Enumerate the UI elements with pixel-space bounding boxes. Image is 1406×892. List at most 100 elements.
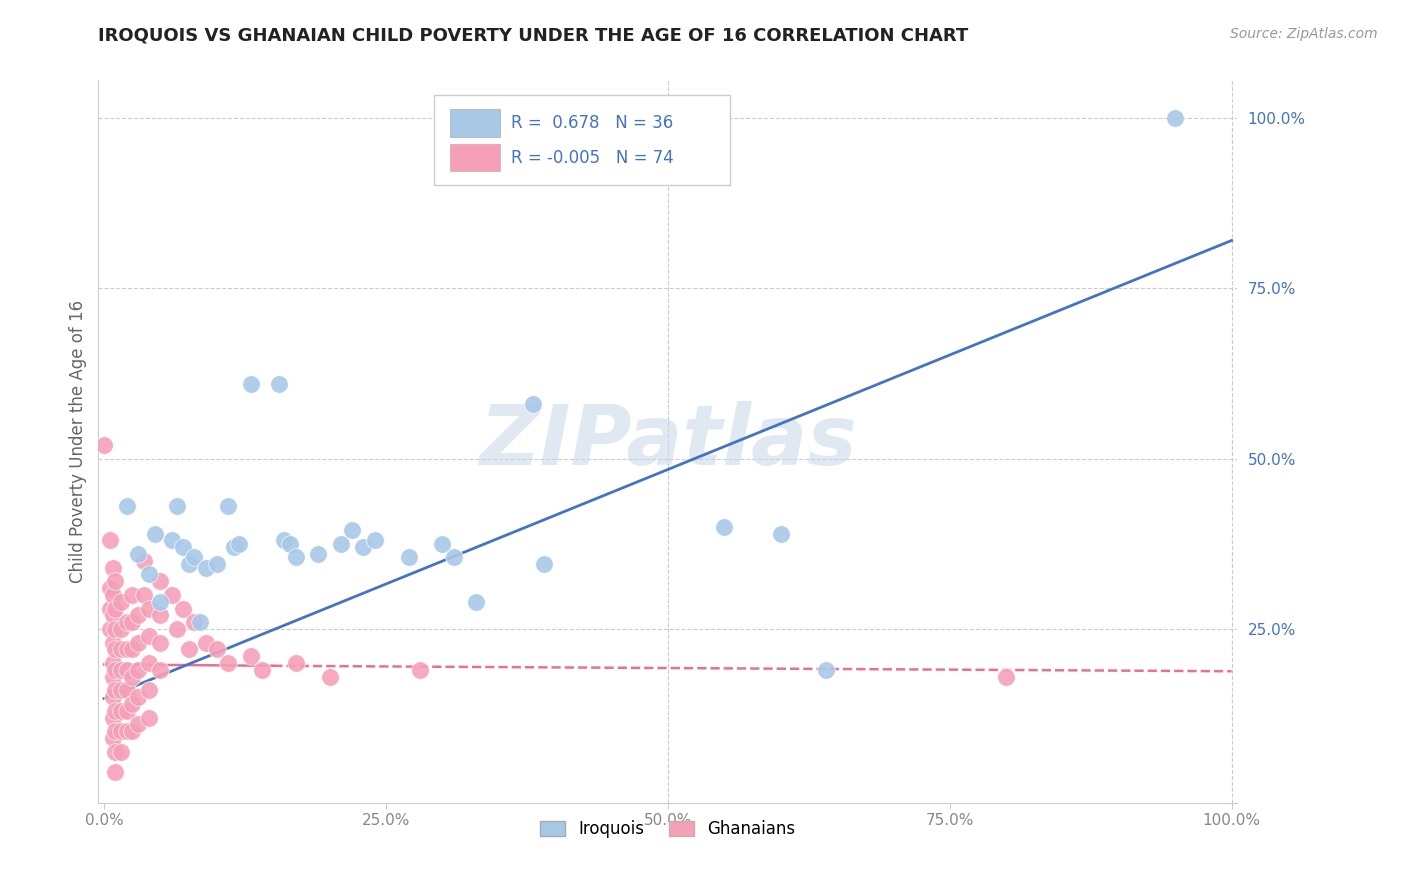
Text: R =  0.678   N = 36: R = 0.678 N = 36: [510, 114, 673, 132]
Point: [284, 656, 307, 670]
Point: [98, 533, 121, 548]
Point: [101, 560, 124, 574]
Point: [121, 642, 143, 657]
Point: [138, 683, 160, 698]
Point: [188, 615, 211, 630]
Point: [93, 438, 115, 452]
Point: [110, 704, 132, 718]
Point: [110, 745, 132, 759]
Point: [121, 670, 143, 684]
Point: [222, 540, 245, 554]
Point: [278, 537, 301, 551]
Point: [177, 558, 200, 572]
Point: [183, 615, 205, 630]
Point: [273, 533, 295, 548]
Point: [307, 547, 329, 561]
Point: [166, 622, 188, 636]
Text: IROQUOIS VS GHANAIAN CHILD POVERTY UNDER THE AGE OF 16 CORRELATION CHART: IROQUOIS VS GHANAIAN CHILD POVERTY UNDER…: [98, 27, 969, 45]
Point: [127, 635, 149, 649]
Point: [110, 663, 132, 677]
Point: [110, 622, 132, 636]
Point: [101, 635, 124, 649]
Point: [138, 629, 160, 643]
Point: [110, 595, 132, 609]
Point: [533, 558, 555, 572]
Point: [340, 523, 363, 537]
Point: [443, 550, 465, 565]
Point: [127, 663, 149, 677]
Point: [239, 376, 262, 391]
Point: [1164, 111, 1187, 125]
Point: [101, 608, 124, 623]
Point: [239, 649, 262, 664]
Point: [104, 765, 127, 780]
FancyBboxPatch shape: [450, 109, 501, 136]
Point: [352, 540, 374, 554]
Point: [127, 717, 149, 731]
Point: [995, 670, 1018, 684]
Point: [121, 697, 143, 711]
Point: [522, 397, 544, 411]
Point: [104, 745, 127, 759]
Point: [149, 663, 172, 677]
Point: [284, 550, 307, 565]
Point: [121, 724, 143, 739]
Legend: Iroquois, Ghanaians: Iroquois, Ghanaians: [533, 814, 803, 845]
Point: [127, 547, 149, 561]
Point: [115, 663, 138, 677]
Point: [101, 656, 124, 670]
Point: [115, 704, 138, 718]
Point: [228, 537, 250, 551]
Point: [318, 670, 340, 684]
Point: [138, 710, 160, 724]
Point: [127, 608, 149, 623]
Point: [132, 554, 155, 568]
Y-axis label: Child Poverty Under the Age of 16: Child Poverty Under the Age of 16: [69, 300, 87, 583]
Point: [250, 663, 273, 677]
Text: R = -0.005   N = 74: R = -0.005 N = 74: [510, 149, 673, 167]
Point: [713, 520, 735, 534]
Point: [183, 550, 205, 565]
Text: Source: ZipAtlas.com: Source: ZipAtlas.com: [1230, 27, 1378, 41]
Point: [177, 642, 200, 657]
Point: [104, 724, 127, 739]
Point: [104, 642, 127, 657]
Point: [149, 574, 172, 589]
Point: [149, 595, 172, 609]
Point: [98, 581, 121, 595]
Point: [149, 608, 172, 623]
Point: [115, 642, 138, 657]
Point: [132, 588, 155, 602]
FancyBboxPatch shape: [434, 95, 731, 185]
Point: [432, 537, 454, 551]
Point: [363, 533, 385, 548]
Point: [115, 615, 138, 630]
Point: [104, 622, 127, 636]
Point: [160, 588, 183, 602]
Point: [194, 560, 217, 574]
Point: [104, 704, 127, 718]
Point: [115, 500, 138, 514]
Point: [101, 588, 124, 602]
Point: [138, 656, 160, 670]
Point: [121, 588, 143, 602]
Point: [110, 683, 132, 698]
Point: [143, 526, 166, 541]
Point: [205, 642, 228, 657]
Point: [104, 601, 127, 615]
Point: [217, 656, 239, 670]
Point: [101, 690, 124, 705]
Point: [166, 500, 188, 514]
Point: [329, 537, 352, 551]
Point: [104, 574, 127, 589]
Point: [110, 724, 132, 739]
Point: [127, 690, 149, 705]
Point: [769, 526, 792, 541]
Point: [101, 710, 124, 724]
Point: [205, 558, 228, 572]
Point: [398, 550, 420, 565]
Point: [409, 663, 432, 677]
Point: [101, 670, 124, 684]
Point: [98, 622, 121, 636]
Point: [149, 635, 172, 649]
